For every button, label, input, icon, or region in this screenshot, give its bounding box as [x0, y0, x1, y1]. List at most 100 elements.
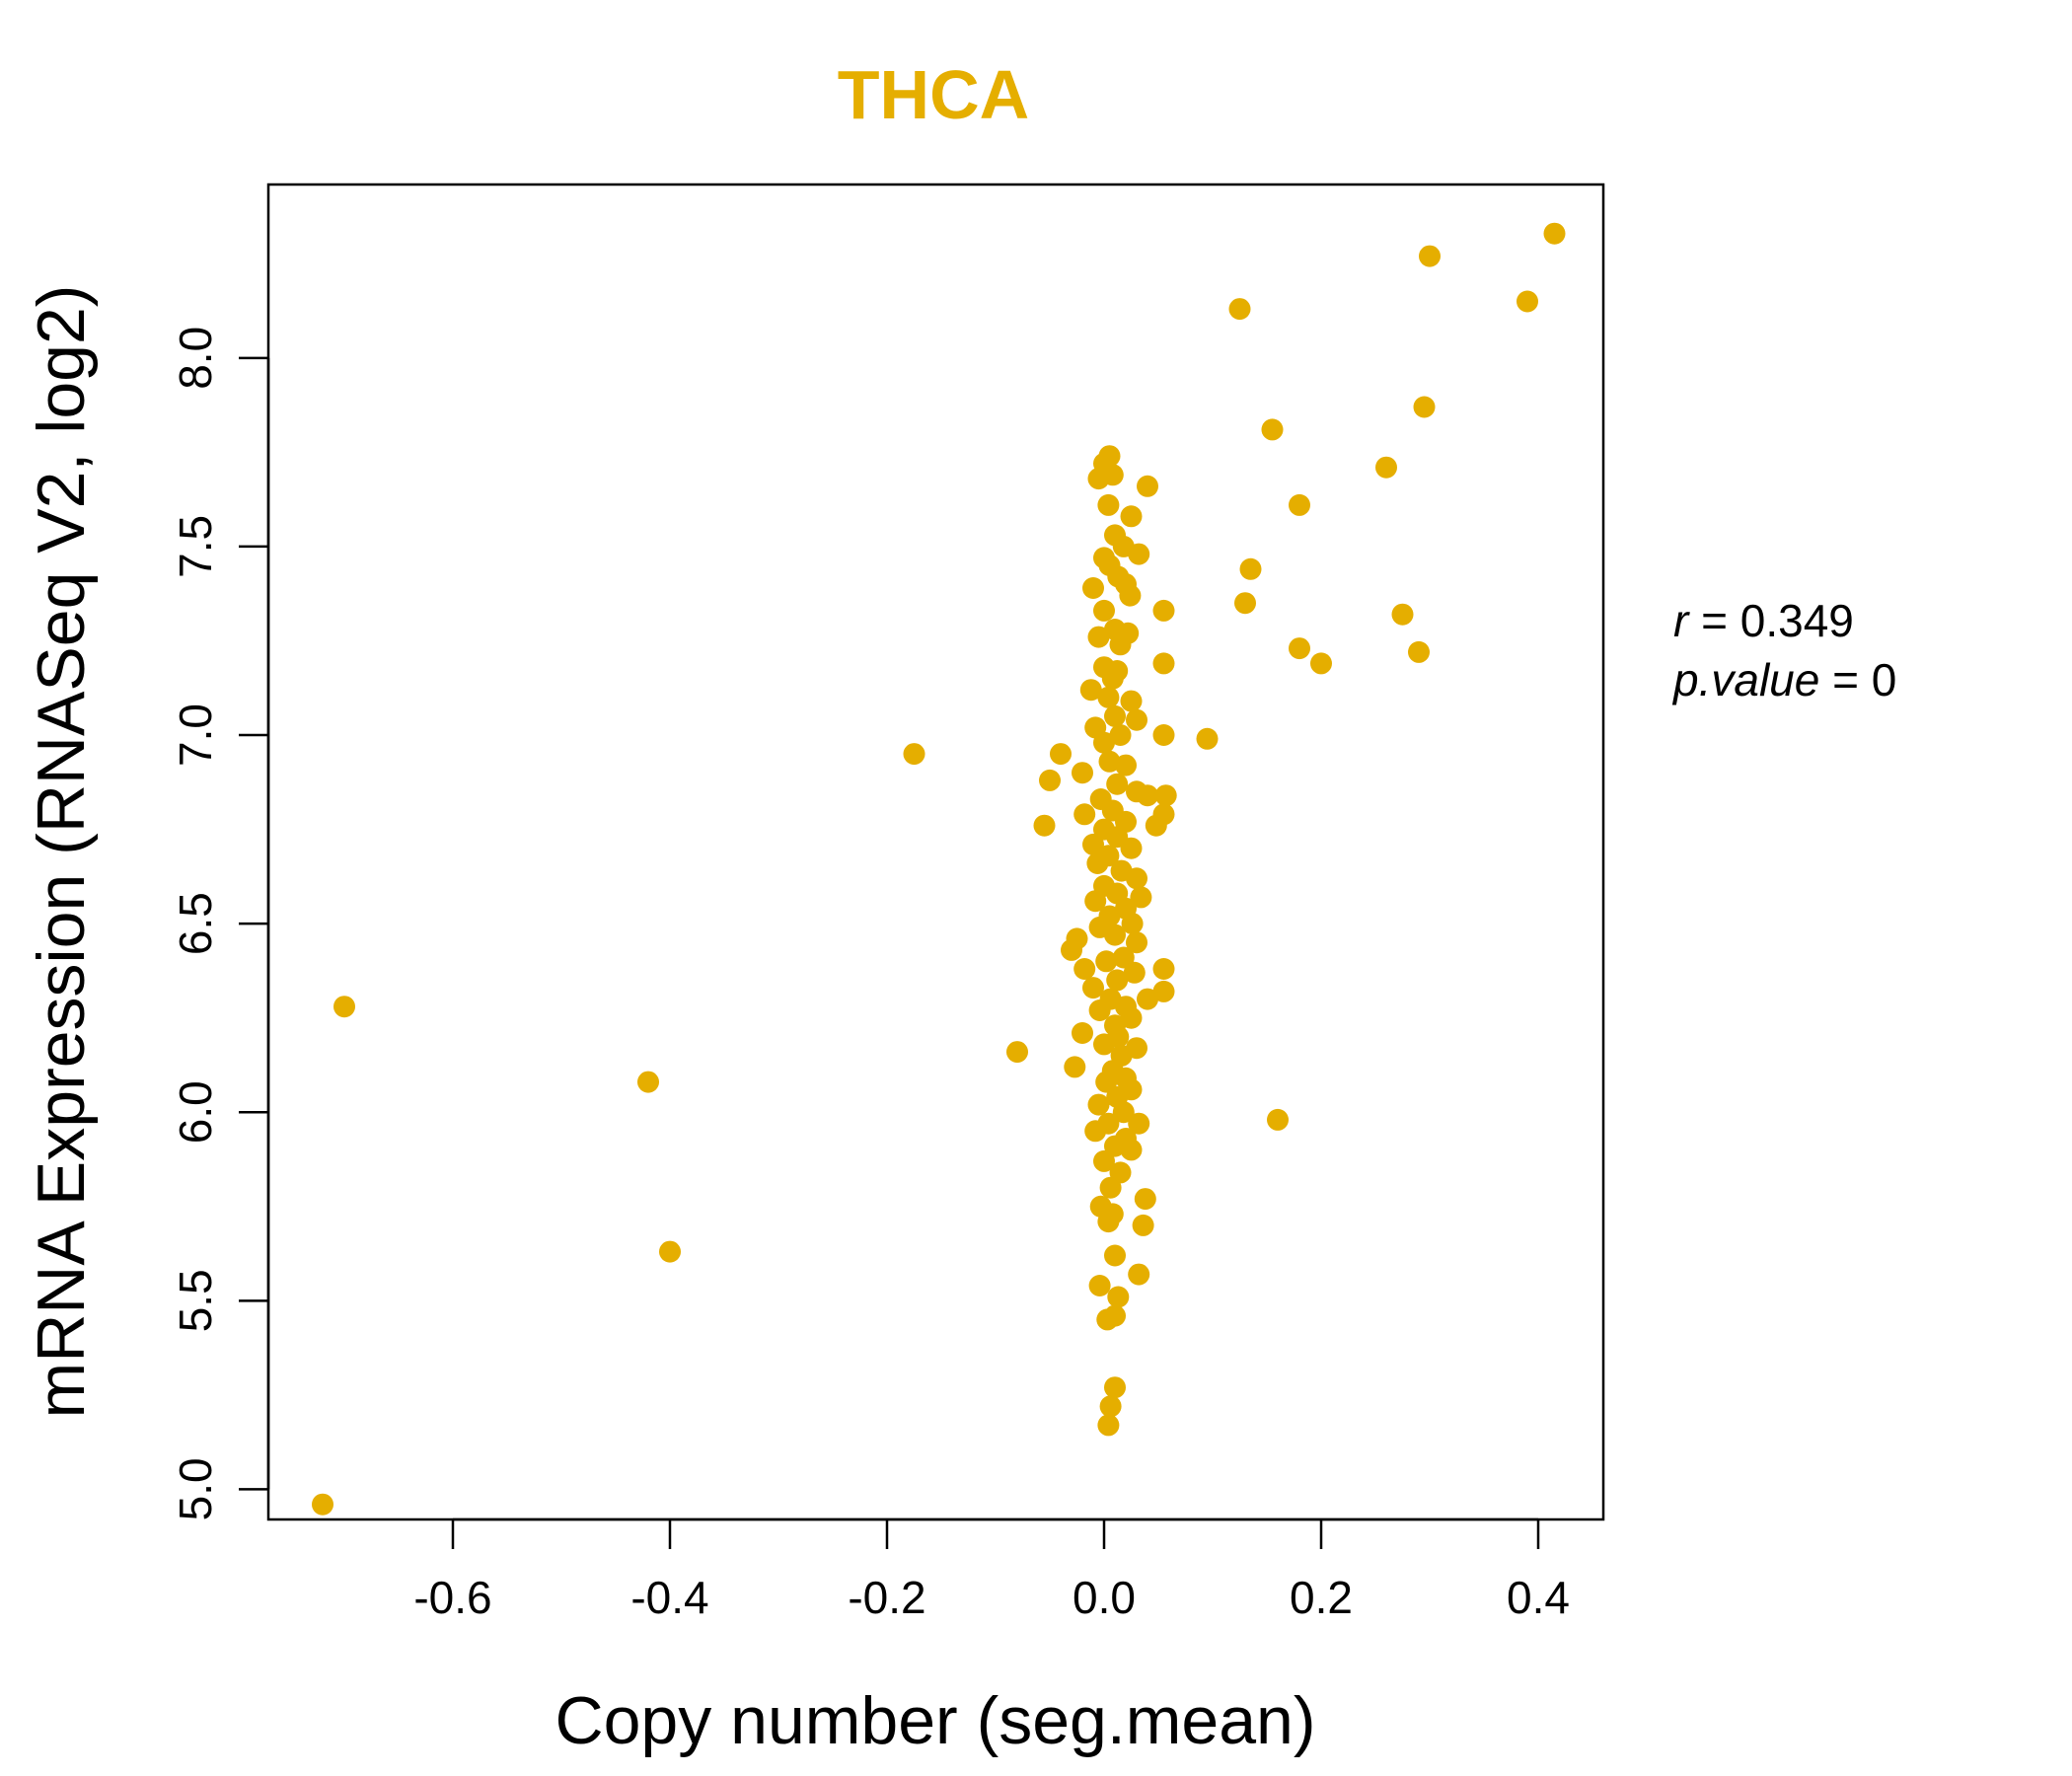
data-point	[1088, 1275, 1111, 1296]
data-point	[637, 1071, 659, 1093]
data-point	[1064, 1056, 1086, 1078]
data-point	[1093, 731, 1115, 754]
data-point	[312, 1493, 333, 1516]
r-label: r	[1673, 595, 1690, 646]
data-point	[1126, 931, 1147, 954]
data-point	[1097, 1414, 1120, 1437]
data-point	[1120, 505, 1143, 528]
data-point	[1152, 599, 1175, 622]
data-point	[1101, 464, 1124, 486]
data-point	[333, 996, 355, 1018]
data-point	[1375, 456, 1397, 479]
data-point	[1104, 1135, 1126, 1157]
data-point	[659, 1240, 681, 1263]
data-point	[1087, 1093, 1110, 1116]
data-point	[1289, 637, 1310, 660]
data-point	[1120, 1006, 1143, 1029]
x-tick-label: -0.2	[848, 1572, 925, 1623]
data-point	[1098, 750, 1121, 773]
data-point	[1104, 924, 1126, 946]
data-point	[1099, 1176, 1122, 1199]
svg-text:r = 0.349: r = 0.349	[1673, 595, 1854, 646]
data-point	[1543, 222, 1566, 245]
p-value: 0	[1872, 654, 1897, 705]
data-point	[1073, 958, 1096, 980]
r-value: 0.349	[1740, 595, 1854, 646]
plot-frame	[266, 183, 1605, 1521]
data-point	[1039, 769, 1061, 791]
data-point	[1152, 652, 1175, 675]
data-point	[1261, 418, 1284, 441]
data-point	[1408, 640, 1430, 663]
data-point	[1391, 603, 1414, 626]
data-point	[1119, 584, 1142, 607]
data-point	[1072, 762, 1093, 784]
data-point	[1128, 1263, 1150, 1286]
y-tick-label: 7.0	[170, 703, 221, 767]
data-point	[1120, 1139, 1143, 1161]
x-tick-label: -0.4	[630, 1572, 708, 1623]
data-point	[1115, 754, 1137, 777]
chart-title: THCA	[838, 56, 1029, 133]
data-point	[1082, 977, 1104, 999]
data-point	[1104, 1244, 1126, 1267]
data-point	[1310, 652, 1332, 675]
data-point	[1132, 1214, 1154, 1236]
data-point	[1099, 1395, 1122, 1418]
x-tick-label: 0.0	[1073, 1572, 1136, 1623]
data-point	[1134, 1188, 1156, 1211]
data-point	[1104, 1376, 1126, 1399]
data-point	[1096, 1308, 1119, 1331]
data-point	[1095, 950, 1118, 973]
data-point	[1088, 999, 1111, 1021]
data-point	[1106, 969, 1129, 992]
x-tick-label: -0.6	[413, 1572, 491, 1623]
data-point	[1097, 1211, 1120, 1233]
data-point	[1086, 852, 1109, 874]
data-point	[1097, 686, 1120, 708]
data-point	[1121, 913, 1144, 935]
data-point	[1413, 396, 1436, 418]
data-point	[1084, 1120, 1107, 1143]
data-point	[1128, 543, 1150, 565]
data-point	[1128, 1112, 1150, 1135]
data-point	[1082, 833, 1104, 855]
data-point	[1101, 667, 1124, 690]
data-point	[1109, 724, 1132, 746]
data-point	[1120, 837, 1143, 859]
data-point	[1093, 1149, 1115, 1172]
data-point	[1137, 475, 1158, 497]
y-tick-label: 8.0	[170, 327, 221, 390]
stats-annotation: r = 0.349 p.value = 0	[1671, 595, 1896, 705]
data-point	[1097, 493, 1120, 516]
data-point	[1130, 886, 1152, 909]
data-point	[1107, 1286, 1130, 1308]
data-point	[1137, 988, 1158, 1010]
y-tick-label: 5.0	[170, 1457, 221, 1520]
data-point	[1072, 1022, 1093, 1044]
x-axis-label: Copy number (seg.mean)	[555, 1683, 1315, 1758]
data-point	[1126, 708, 1147, 731]
data-point	[1087, 626, 1110, 648]
data-point	[1093, 599, 1115, 622]
data-point	[1196, 727, 1219, 750]
data-point	[1145, 814, 1167, 837]
data-point	[1152, 980, 1175, 1002]
data-point	[1033, 814, 1056, 837]
y-tick-label: 7.5	[170, 515, 221, 578]
data-point	[1093, 1033, 1115, 1056]
x-tick-label: 0.2	[1290, 1572, 1353, 1623]
data-point	[1082, 577, 1104, 599]
data-point	[1084, 890, 1107, 913]
data-point	[903, 743, 925, 766]
data-point	[1267, 1108, 1289, 1131]
x-axis: -0.6 -0.4 -0.2 0.0 0.2 0.4	[413, 1517, 1570, 1623]
data-point	[1006, 1041, 1028, 1064]
y-tick-label: 5.5	[170, 1269, 221, 1332]
data-point	[1239, 557, 1262, 580]
data-point	[1120, 690, 1143, 712]
data-points	[312, 222, 1566, 1516]
x-tick-label: 0.4	[1507, 1572, 1570, 1623]
data-point	[1079, 679, 1102, 702]
